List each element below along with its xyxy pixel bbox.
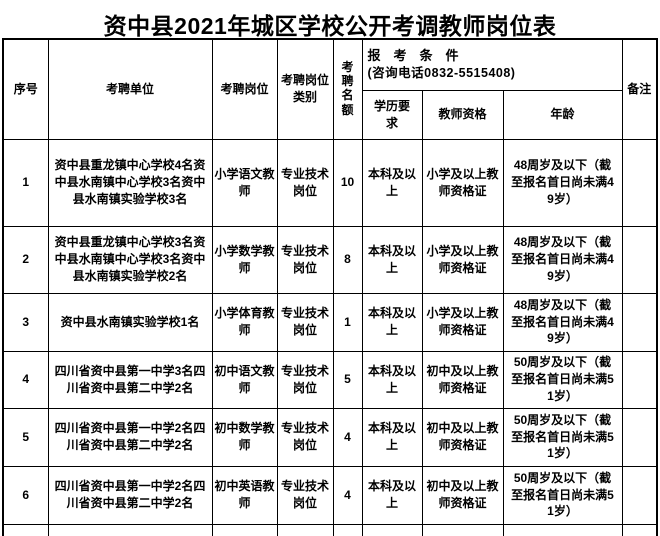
- cell-age: 48周岁及以下（截至报名首日尚未满49岁）: [502, 138, 623, 227]
- cell-position: 小学数学教师: [211, 225, 278, 294]
- cell-edu: 本科及以上: [361, 225, 423, 294]
- cell-remark: [621, 465, 658, 525]
- cell-seq: 6: [2, 465, 49, 525]
- cell-unit: 四川省资中县第一中学3名四川省资中县第二中学2名: [47, 350, 213, 409]
- table-row-clipped: [2, 523, 658, 536]
- col-header-remark: 备注: [621, 38, 658, 140]
- col-header-cert: 教师资格: [421, 89, 504, 140]
- cell-position: 初中英语教师: [211, 465, 278, 525]
- cell-seq: [2, 523, 49, 536]
- page-title: 资中县2021年城区学校公开考调教师岗位表: [103, 13, 557, 39]
- cell-category: 专业技术岗位: [276, 407, 334, 467]
- cell-age: [502, 523, 623, 536]
- cell-category: 专业技术岗位: [276, 465, 334, 525]
- cell-remark: [621, 523, 658, 536]
- cell-unit: 四川省资中县第一中学2名四川省资中县第二中学2名: [47, 465, 213, 525]
- cell-category: [276, 523, 334, 536]
- cell-category: 专业技术岗位: [276, 292, 334, 352]
- cell-unit: 资中县重龙镇中心学校4名资中县水南镇中心学校3名资中县水南镇实验学校3名: [47, 138, 213, 227]
- cell-age: 50周岁及以下（截至报名首日尚未满51岁）: [502, 465, 623, 525]
- cell-cert: 小学及以上教师资格证: [421, 225, 504, 294]
- col-header-seq: 序号: [2, 38, 49, 140]
- cell-quota: 4: [332, 465, 363, 525]
- table-row: 3 资中县水南镇实验学校1名 小学体育教师 专业技术岗位 1 本科及以上 小学及…: [2, 292, 658, 352]
- conditions-title: 报 考 条 件: [367, 48, 459, 64]
- job-position-table: 序号 考聘单位 考聘岗位 考聘岗位类别 考聘名额 报 考 条 件 (咨询电话08…: [2, 38, 659, 536]
- cell-quota: 8: [332, 225, 363, 294]
- cell-age: 48周岁及以下（截至报名首日尚未满49岁）: [502, 225, 623, 294]
- col-header-category: 考聘岗位类别: [276, 38, 334, 140]
- col-header-edu: 学历要求: [361, 89, 423, 140]
- cell-unit: 资中县水南镇实验学校1名: [47, 292, 213, 352]
- table-row: 4 四川省资中县第一中学3名四川省资中县第二中学2名 初中语文教师 专业技术岗位…: [2, 350, 658, 409]
- cell-remark: [621, 292, 658, 352]
- cell-edu: 本科及以上: [361, 407, 423, 467]
- cell-seq: 1: [2, 138, 49, 227]
- conditions-phone: (咨询电话0832-5515408): [367, 66, 516, 81]
- cell-remark: [621, 225, 658, 294]
- cell-quota: 4: [332, 407, 363, 467]
- cell-edu: 本科及以上: [361, 350, 423, 409]
- cell-edu: 本科及以上: [361, 138, 423, 227]
- cell-unit: 资中县重龙镇中心学校3名资中县水南镇中心学校3名资中县水南镇实验学校2名: [47, 225, 213, 294]
- cell-age: 50周岁及以下（截至报名首日尚未满51岁）: [502, 350, 623, 409]
- cell-quota: 1: [332, 292, 363, 352]
- cell-position: 初中语文教师: [211, 350, 278, 409]
- cell-quota: [332, 523, 363, 536]
- cell-edu: 本科及以上: [361, 292, 423, 352]
- cell-position: 小学语文教师: [211, 138, 278, 227]
- col-header-quota: 考聘名额: [332, 38, 363, 140]
- cell-unit: 四川省资中县第一中学2名四川省资中县第二中学2名: [47, 407, 213, 467]
- cell-cert: [421, 523, 504, 536]
- cell-unit: [47, 523, 213, 536]
- cell-seq: 2: [2, 225, 49, 294]
- cell-position: 初中数学教师: [211, 407, 278, 467]
- cell-cert: 初中及以上教师资格证: [421, 465, 504, 525]
- cell-cert: 初中及以上教师资格证: [421, 407, 504, 467]
- cell-age: 50周岁及以下（截至报名首日尚未满51岁）: [502, 407, 623, 467]
- cell-position: [211, 523, 278, 536]
- cell-category: 专业技术岗位: [276, 225, 334, 294]
- cell-remark: [621, 407, 658, 467]
- quota-vertical-label: 考聘名额: [341, 60, 354, 117]
- table-row: 5 四川省资中县第一中学2名四川省资中县第二中学2名 初中数学教师 专业技术岗位…: [2, 407, 658, 467]
- col-header-conditions: 报 考 条 件 (咨询电话0832-5515408): [361, 38, 623, 91]
- col-header-age: 年龄: [502, 89, 623, 140]
- header-row-top: 序号 考聘单位 考聘岗位 考聘岗位类别 考聘名额 报 考 条 件 (咨询电话08…: [2, 38, 658, 140]
- cell-category: 专业技术岗位: [276, 138, 334, 227]
- cell-cert: 初中及以上教师资格证: [421, 350, 504, 409]
- cell-position: 小学体育教师: [211, 292, 278, 352]
- table-row: 6 四川省资中县第一中学2名四川省资中县第二中学2名 初中英语教师 专业技术岗位…: [2, 465, 658, 525]
- cell-quota: 5: [332, 350, 363, 409]
- col-header-position: 考聘岗位: [211, 38, 278, 140]
- cell-edu: [361, 523, 423, 536]
- cell-edu: 本科及以上: [361, 465, 423, 525]
- cell-seq: 3: [2, 292, 49, 352]
- col-header-unit: 考聘单位: [47, 38, 213, 140]
- header-row-sub: 学历要求 教师资格 年龄: [3, 89, 657, 140]
- table-row: 1 资中县重龙镇中心学校4名资中县水南镇中心学校3名资中县水南镇实验学校3名 小…: [2, 138, 658, 227]
- cell-seq: 5: [2, 407, 49, 467]
- table-row: 2 资中县重龙镇中心学校3名资中县水南镇中心学校3名资中县水南镇实验学校2名 小…: [2, 225, 658, 294]
- cell-seq: 4: [2, 350, 49, 409]
- cell-cert: 小学及以上教师资格证: [421, 292, 504, 352]
- cell-age: 48周岁及以下（截至报名首日尚未满49岁）: [502, 292, 623, 352]
- cell-category: 专业技术岗位: [276, 350, 334, 409]
- cell-remark: [621, 350, 658, 409]
- cell-quota: 10: [332, 138, 363, 227]
- cell-cert: 小学及以上教师资格证: [421, 138, 504, 227]
- cell-remark: [621, 138, 658, 227]
